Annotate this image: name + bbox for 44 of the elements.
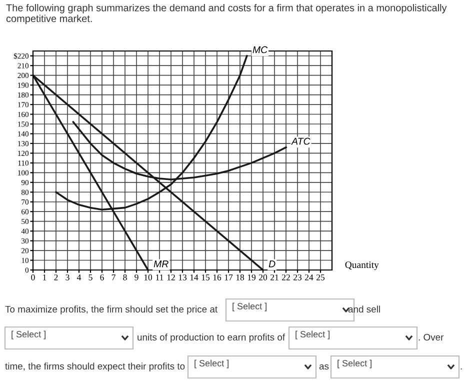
text: as: [319, 364, 329, 370]
x-tick-label: 19: [248, 274, 256, 280]
x-axis-title: Quantity: [345, 262, 379, 270]
x-tick-label: 16: [213, 274, 222, 280]
x-tick-label: 12: [167, 274, 175, 280]
x-tick-label: 1: [43, 274, 46, 280]
x-tick-label: 23: [294, 274, 302, 280]
x-tick-label: 20: [259, 274, 268, 280]
chart-title: The following graph summarizes the demand and costs for a firm that operates in a monopolistically competitive market.: [6, 4, 447, 24]
text: [ Select ]: [194, 360, 228, 368]
x-tick-label: 0: [31, 274, 35, 280]
text: [ Select ]: [338, 360, 372, 368]
x-tick-label: 2: [54, 274, 58, 280]
x-tick-label: 5: [88, 274, 92, 280]
x-tick-label: 15: [202, 274, 210, 280]
text: time, the firms should expect their profits to: [5, 362, 185, 372]
x-tick-label: 24: [305, 274, 314, 280]
x-tick-label: 7: [112, 274, 116, 280]
x-tick-label: 8: [123, 274, 127, 280]
series-label: D: [268, 260, 276, 268]
text: [ Select ]: [232, 302, 266, 312]
text: [ Select ]: [12, 330, 46, 340]
x-tick-label: 22: [282, 274, 290, 280]
text: units of production to earn profits of: [138, 334, 286, 342]
series-label: MC: [252, 46, 268, 54]
x-tick-label: 9: [134, 274, 138, 280]
x-tick-label: 3: [66, 274, 70, 280]
text: . Over: [418, 334, 444, 341]
text: To maximize profits, the firm should set the price at: [5, 306, 218, 314]
x-tick-label: 14: [190, 274, 198, 280]
series-label: MR: [154, 260, 168, 268]
text: [ Select ]: [296, 330, 330, 340]
x-tick-label: 18: [236, 274, 244, 280]
x-tick-label: 25: [316, 274, 325, 280]
series-label: ATC: [291, 138, 310, 145]
text: and sell: [348, 306, 380, 313]
x-tick-label: 10: [144, 274, 152, 280]
x-tick-label: 17: [224, 274, 233, 280]
x-tick-label: 6: [100, 274, 104, 280]
x-tick-label: 21: [270, 274, 278, 280]
x-tick-label: 11: [156, 274, 164, 280]
text: .: [460, 368, 462, 370]
x-tick-label: 13: [178, 274, 187, 280]
x-tick-label: 4: [76, 274, 82, 280]
